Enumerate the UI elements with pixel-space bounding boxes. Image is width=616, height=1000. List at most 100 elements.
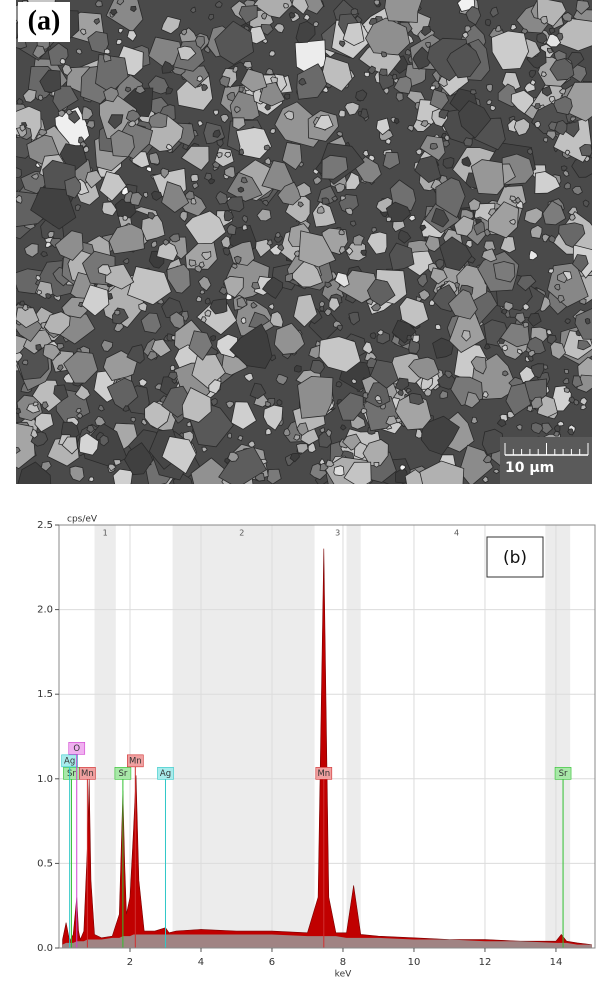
particle	[233, 255, 242, 265]
particle	[319, 427, 326, 433]
particle	[470, 416, 478, 424]
particle	[35, 343, 43, 352]
particle	[124, 442, 154, 476]
particle	[81, 284, 110, 317]
particle	[561, 11, 573, 22]
particle	[30, 173, 39, 180]
particle	[562, 170, 570, 177]
particle	[16, 97, 24, 105]
particle	[345, 246, 354, 256]
particle	[37, 94, 44, 101]
particle	[540, 15, 548, 25]
particle	[569, 213, 576, 221]
particle	[394, 377, 410, 391]
particle	[201, 446, 208, 453]
particle	[237, 435, 244, 442]
particle	[487, 201, 519, 239]
particle	[65, 109, 74, 116]
region-band	[172, 525, 315, 948]
particle	[559, 88, 567, 95]
particle	[369, 359, 399, 389]
particle	[103, 86, 119, 103]
marker-label-box	[315, 767, 333, 780]
particle	[542, 137, 549, 143]
plot-frame	[58, 524, 596, 949]
particle	[567, 428, 574, 436]
particle	[447, 289, 478, 320]
particle	[210, 335, 217, 342]
x-tick-label: 14	[550, 957, 563, 968]
particle	[126, 30, 138, 42]
particle	[167, 371, 178, 381]
particle	[485, 83, 493, 93]
particle	[541, 71, 547, 77]
scale-ruler	[504, 443, 589, 456]
particle	[64, 176, 82, 199]
particle	[283, 93, 291, 100]
particle	[529, 79, 537, 86]
particle	[154, 383, 163, 391]
particle	[241, 224, 248, 231]
particle	[16, 194, 23, 204]
particle	[420, 120, 429, 128]
particle	[112, 468, 134, 484]
particle	[486, 99, 493, 105]
particle	[204, 309, 212, 317]
y-tick-label: 0.5	[37, 858, 53, 869]
particle	[549, 341, 566, 360]
particle	[253, 0, 293, 19]
annotation: (b)	[503, 548, 527, 568]
particle	[503, 301, 514, 312]
particle	[338, 228, 345, 236]
particle	[238, 5, 258, 24]
particle	[268, 50, 276, 57]
particle	[584, 317, 591, 325]
particle	[336, 324, 343, 332]
particle	[263, 404, 284, 431]
particle	[557, 420, 565, 427]
particle	[99, 434, 109, 447]
particle	[108, 223, 145, 255]
particle	[208, 379, 222, 395]
particle	[116, 0, 125, 6]
particle	[473, 220, 486, 236]
particle	[17, 461, 52, 484]
particle	[367, 65, 376, 74]
particle	[234, 106, 241, 114]
particle	[522, 321, 530, 328]
particle	[527, 148, 534, 155]
particle	[375, 117, 391, 136]
particle	[42, 343, 61, 361]
particle	[345, 207, 354, 216]
particle	[140, 312, 162, 334]
particle	[130, 5, 137, 13]
particle	[289, 257, 324, 288]
particle	[470, 89, 477, 95]
particle	[331, 195, 338, 202]
particle	[439, 236, 473, 271]
x-tick-label: 12	[479, 957, 492, 968]
particle	[333, 465, 345, 477]
particle	[323, 308, 332, 316]
particle	[541, 85, 553, 97]
particle	[190, 173, 199, 182]
marker-label: O	[73, 744, 80, 754]
particle	[415, 148, 423, 156]
particle	[269, 311, 284, 328]
particle	[392, 219, 406, 233]
particle	[226, 223, 237, 236]
particle	[238, 148, 245, 155]
particle	[141, 214, 166, 242]
particle	[22, 304, 29, 312]
particle	[325, 459, 335, 467]
particle	[184, 210, 227, 245]
particle	[429, 88, 450, 111]
x-tick-label: 8	[340, 957, 346, 968]
particle	[124, 86, 132, 93]
particle	[210, 397, 218, 407]
particle	[204, 172, 213, 181]
particle	[465, 240, 473, 249]
particle	[160, 167, 169, 179]
particle	[100, 339, 114, 352]
particle	[395, 467, 409, 484]
